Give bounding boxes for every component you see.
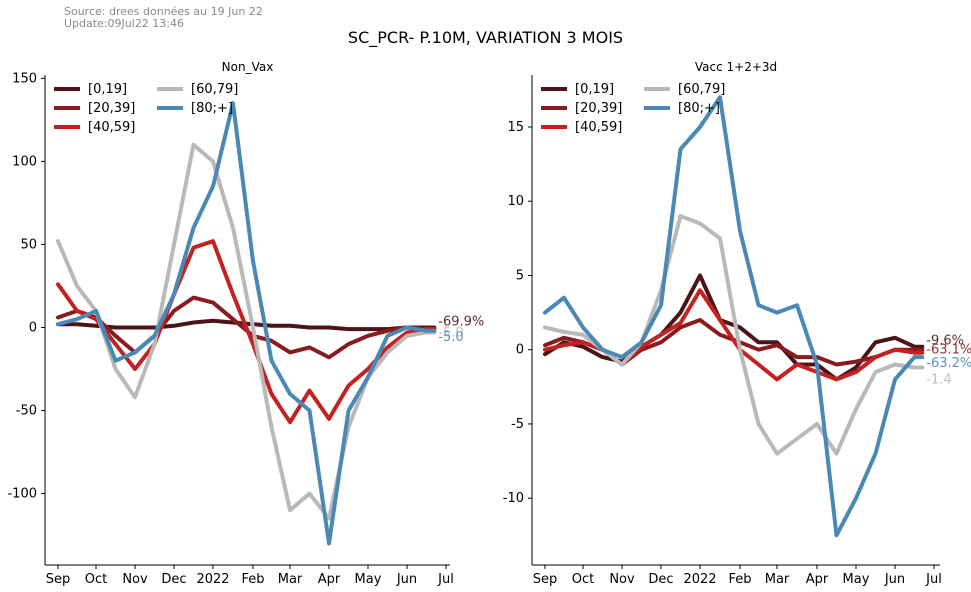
y-tick-label: 0	[516, 343, 524, 358]
y-tick-label: -100	[7, 487, 37, 502]
axis-title: Non_Vax	[222, 60, 274, 74]
y-tick-label: 5	[516, 268, 524, 283]
end-value-label: -1.4	[926, 373, 951, 388]
y-tick-label: 100	[12, 154, 37, 169]
figure-title: SC_PCR- P.10M, VARIATION 3 MOIS	[347, 28, 624, 47]
x-tick-label: Nov	[609, 572, 635, 587]
legend-label: [20,39]	[88, 101, 135, 116]
series-line--0-19-	[543, 273, 925, 382]
x-tick-label: Jul	[925, 572, 942, 587]
legend-label: [20,39]	[575, 101, 622, 116]
x-tick-label: Jun	[396, 572, 417, 587]
legend-label: [0,19]	[575, 82, 614, 97]
x-tick-label: Nov	[122, 572, 148, 587]
x-tick-label: May	[355, 572, 382, 587]
y-tick-label: 50	[20, 237, 37, 252]
axis-title: Vacc 1+2+3d	[695, 60, 777, 74]
end-value-label: -5.0	[438, 330, 463, 345]
legend-label: [80;+]	[191, 101, 233, 116]
end-value-label: -9.6%	[926, 334, 964, 349]
x-tick-label: Apr	[806, 572, 829, 587]
y-tick-label: -10	[503, 491, 524, 506]
series-line--40-59-	[56, 239, 437, 425]
legend-label: [40,59]	[575, 120, 622, 135]
y-tick-label: -5	[511, 417, 524, 432]
y-tick-label: 0	[29, 320, 37, 335]
x-tick-label: Feb	[241, 572, 264, 587]
legend-label: [80;+]	[678, 101, 720, 116]
end-value-label: -63.2%	[926, 356, 971, 371]
end-value-label: -5.0	[438, 325, 463, 340]
x-tick-label: Oct	[572, 572, 594, 587]
x-tick-label: 2022	[683, 572, 716, 587]
end-value-label: -69.9%	[438, 314, 484, 329]
x-tick-label: Dec	[161, 572, 186, 587]
x-tick-label: Mar	[278, 572, 303, 587]
y-tick-label: 150	[12, 71, 37, 86]
source-line: Source: drees données au 19 Jun 22	[64, 5, 263, 18]
series-line--80-	[543, 95, 925, 538]
y-tick-label: 10	[507, 194, 524, 209]
update-line: Update:09Jul22 13:46	[64, 17, 185, 30]
legend-label: [60,79]	[678, 82, 725, 97]
end-value-label: -63.1%	[926, 343, 971, 358]
legend-label: [60,79]	[191, 82, 238, 97]
legend-label: [40,59]	[88, 120, 135, 135]
x-tick-label: Jun	[884, 572, 905, 587]
x-tick-label: Sep	[46, 572, 71, 587]
x-tick-label: Jul	[437, 572, 454, 587]
y-tick-label: -50	[16, 404, 37, 419]
x-tick-label: May	[843, 572, 870, 587]
source-note: Source: drees données au 19 Jun 22 Updat…	[64, 6, 263, 30]
series-line--80-	[56, 101, 437, 546]
series-line--60-79-	[543, 214, 925, 456]
x-tick-label: Mar	[765, 572, 790, 587]
legend-label: [0,19]	[88, 82, 127, 97]
x-tick-label: Dec	[648, 572, 673, 587]
x-tick-label: Sep	[533, 572, 558, 587]
x-tick-label: Feb	[728, 572, 751, 587]
y-tick-label: 15	[507, 120, 524, 135]
series-line--60-79-	[56, 142, 437, 521]
x-tick-label: Oct	[85, 572, 107, 587]
x-tick-label: Apr	[318, 572, 341, 587]
x-tick-label: 2022	[196, 572, 229, 587]
